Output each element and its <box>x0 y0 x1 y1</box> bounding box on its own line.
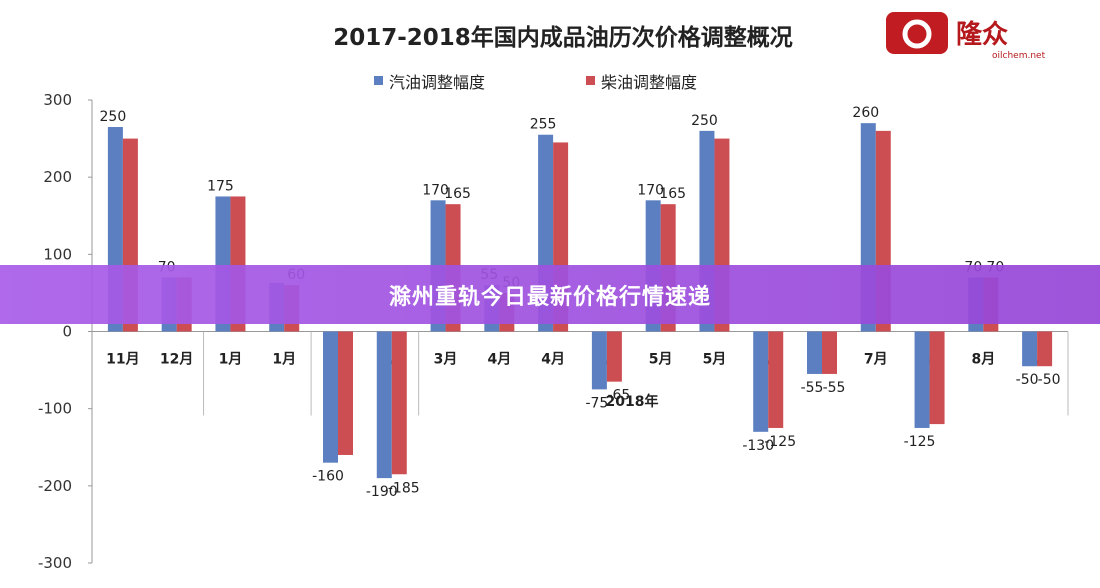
bar-gasoline <box>1022 331 1038 367</box>
y-tick-label: -100 <box>38 400 72 418</box>
category-label: 7月 <box>864 352 888 368</box>
y-tick-label: 100 <box>43 245 72 263</box>
data-label: -130 <box>742 438 774 454</box>
category-label: 5月 <box>703 352 727 368</box>
data-label: 255 <box>530 117 557 133</box>
data-label: 170 <box>422 182 449 198</box>
data-label: -50 <box>1038 372 1061 388</box>
bar-gasoline <box>753 331 769 432</box>
category-label: 5月 <box>649 352 673 368</box>
year-annotation: 2018年 <box>606 393 659 410</box>
bar-diesel <box>929 331 945 425</box>
category-label: 11月 <box>106 352 139 368</box>
bar-diesel <box>822 331 837 374</box>
legend-gasoline: 汽油调整幅度 <box>389 73 485 92</box>
data-label: 250 <box>691 113 718 129</box>
category-label: 12月 <box>160 352 193 368</box>
data-label: -55 <box>823 380 846 396</box>
data-label: -160 <box>312 469 344 485</box>
banner: 滁州重轨今日最新价格行情速递 <box>0 265 1100 324</box>
category-label: 8月 <box>971 352 995 368</box>
category-label: 1月 <box>219 352 243 368</box>
category-label: 1月 <box>272 352 296 368</box>
data-label: 260 <box>852 105 879 121</box>
data-label: -50 <box>1016 372 1039 388</box>
axis-layer: 3002001000-100-200-30011月12月1月1月2月2月3月4月… <box>38 91 1069 572</box>
bar-gasoline <box>914 331 930 428</box>
y-tick-label: 0 <box>62 323 72 341</box>
data-label: 165 <box>659 186 686 202</box>
category-label: 4月 <box>487 352 511 368</box>
legend-diesel: 柴油调整幅度 <box>601 73 697 92</box>
legend-swatch-diesel <box>586 76 595 85</box>
y-tick-label: 200 <box>43 168 72 186</box>
logo-sub: oilchem.net <box>992 51 1046 61</box>
y-tick-label: 300 <box>43 91 72 109</box>
data-label: -125 <box>904 434 936 450</box>
y-tick-label: -300 <box>38 554 72 572</box>
data-label: -125 <box>764 434 796 450</box>
data-label: 175 <box>207 178 234 194</box>
data-label: -65 <box>607 388 630 404</box>
data-label: -185 <box>388 480 420 496</box>
chart-title: 2017-2018年国内成品油历次价格调整概况 <box>333 24 793 51</box>
logo-mark <box>886 12 948 54</box>
category-label: 3月 <box>434 352 458 368</box>
bar-gasoline <box>376 331 392 479</box>
bar-diesel <box>768 331 784 428</box>
bar-gasoline <box>323 331 338 463</box>
legend: 汽油调整幅度 柴油调整幅度 <box>374 73 697 92</box>
banner-title: 滁州重轨今日最新价格行情速递 <box>388 284 711 310</box>
logo: 隆众 oilchem.net <box>886 12 1046 61</box>
y-tick-label: -200 <box>38 477 72 495</box>
data-label: 165 <box>444 186 471 202</box>
data-label: -55 <box>801 380 824 396</box>
bar-gasoline <box>807 331 822 374</box>
data-label: 250 <box>100 109 127 125</box>
bar-diesel <box>1037 331 1053 367</box>
bar-diesel <box>606 331 622 382</box>
bar-diesel <box>391 331 407 475</box>
category-label: 4月 <box>541 352 565 368</box>
legend-swatch-gasoline <box>374 76 383 85</box>
logo-mark-ring <box>902 19 932 49</box>
data-label: 170 <box>637 182 664 198</box>
logo-brand: 隆众 <box>956 20 1008 50</box>
bar-gasoline <box>591 331 607 390</box>
data-label: -190 <box>366 484 398 500</box>
bar-diesel <box>338 331 353 455</box>
data-label: -75 <box>585 395 608 411</box>
